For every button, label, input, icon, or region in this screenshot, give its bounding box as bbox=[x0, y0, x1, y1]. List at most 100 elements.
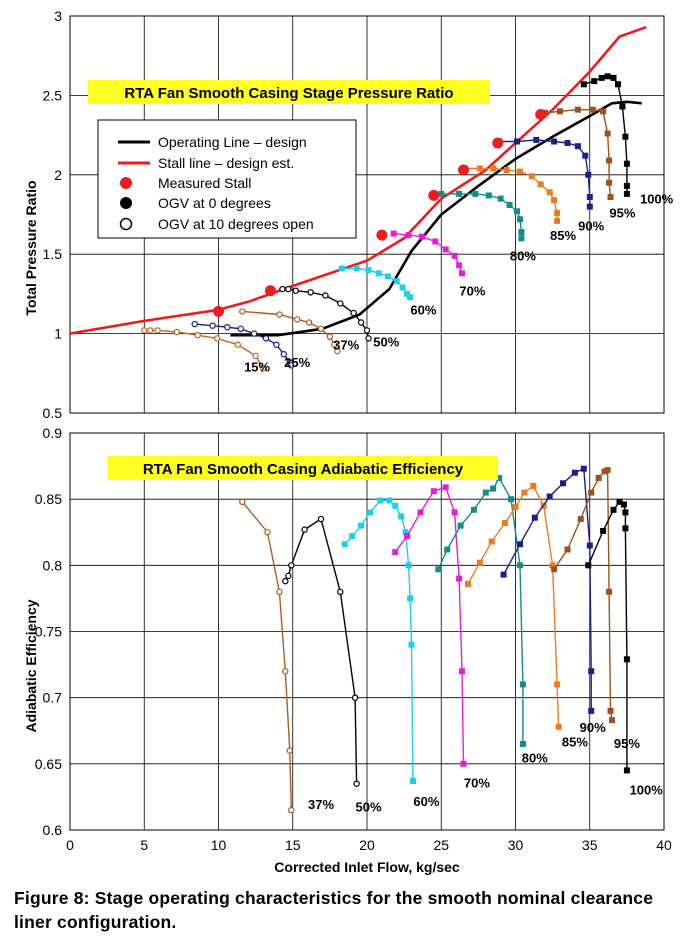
efficiency-series-95pct-point bbox=[609, 717, 615, 724]
efficiency-series-70pct-point bbox=[451, 509, 458, 516]
pressure-series-15pct-point bbox=[194, 332, 201, 339]
efficiency-y-tick-label: 0.6 bbox=[43, 822, 63, 838]
efficiency-series-95pct-point bbox=[551, 566, 558, 573]
pressure-series-80pct-point bbox=[514, 208, 520, 215]
efficiency-y-axis-title: Adiabatic Efficiency bbox=[23, 599, 39, 732]
measured-stall-point bbox=[213, 305, 224, 317]
pressure-series-37pct-point bbox=[305, 319, 313, 326]
pressure-series-80pct-point bbox=[485, 192, 492, 199]
pressure-speed-label-90pct: 90% bbox=[578, 218, 604, 233]
pressure-series-95pct-point bbox=[600, 108, 607, 115]
efficiency-series-95pct-point bbox=[606, 588, 613, 595]
efficiency-chart-title-box bbox=[108, 456, 498, 480]
figure-caption: Figure 8: Stage operating characteristic… bbox=[14, 888, 654, 932]
measured-stall-point bbox=[428, 189, 440, 201]
efficiency-y-tick-label: 0.85 bbox=[35, 491, 62, 507]
pressure-speed-label-60pct: 60% bbox=[410, 303, 436, 318]
pressure-series-50pct-point bbox=[363, 327, 371, 334]
pressure-series-50pct-point bbox=[285, 285, 292, 293]
pressure-series-95pct-point bbox=[589, 106, 596, 113]
pressure-series-60pct-point bbox=[407, 294, 414, 301]
pressure-series-37pct-point bbox=[276, 311, 283, 318]
efficiency-series-90pct-point bbox=[517, 541, 523, 548]
pressure-speed-label-37pct: 37% bbox=[333, 338, 359, 353]
pressure-series-90pct-point bbox=[582, 152, 589, 159]
legend-box bbox=[97, 119, 357, 239]
pressure-series-25pct-point bbox=[280, 351, 287, 358]
pressure-series-15pct-point bbox=[173, 328, 181, 336]
pressure-series-85pct-point bbox=[476, 165, 483, 172]
pressure-speed-label-15pct: 15% bbox=[244, 360, 270, 375]
legend-swatch-ogv-0 bbox=[120, 197, 132, 209]
pressure-series-100pct-point bbox=[622, 133, 629, 140]
efficiency-series-85pct-point bbox=[554, 681, 561, 688]
efficiency-x-ticks: 0 5 10 15 20 25 30 35 40 bbox=[66, 837, 672, 853]
measured-stall-point bbox=[492, 137, 504, 149]
legend-label-stall-line: Stall line – design est. bbox=[158, 155, 294, 171]
pressure-series-70pct-point bbox=[390, 230, 397, 237]
efficiency-x-tick-label: 0 bbox=[66, 837, 74, 853]
efficiency-series-50pct-point bbox=[351, 694, 359, 701]
pressure-ratio-chart: 0.5 1 1.5 2 2.5 3 15% 25% 37% 50% 60% 70% 80% 85%90%… bbox=[23, 8, 674, 421]
pressure-series-95pct-point bbox=[557, 108, 563, 115]
efficiency-series-37pct-point bbox=[286, 747, 293, 754]
efficiency-series-70pct-point bbox=[460, 760, 467, 767]
efficiency-series-37pct bbox=[239, 498, 295, 814]
efficiency-y-tick-label: 0.8 bbox=[43, 557, 63, 573]
pressure-series-60pct-point bbox=[338, 265, 345, 272]
efficiency-x-tick-label: 20 bbox=[359, 837, 375, 853]
efficiency-series-100pct-point bbox=[616, 498, 623, 505]
efficiency-series-70pct bbox=[392, 484, 467, 767]
efficiency-speed-label-60pct: 60% bbox=[413, 794, 439, 809]
efficiency-series-60pct bbox=[341, 497, 416, 784]
pressure-series-90pct-line bbox=[499, 139, 591, 207]
efficiency-series-60pct-point bbox=[398, 513, 405, 520]
pressure-series-90pct-point bbox=[585, 171, 592, 178]
efficiency-series-95pct bbox=[551, 467, 615, 724]
measured-stall-point bbox=[458, 164, 469, 176]
pressure-y-axis-title: Total Pressure Ratio bbox=[23, 180, 39, 315]
pressure-series-70pct-point bbox=[418, 233, 425, 240]
efficiency-series-37pct-point bbox=[276, 588, 283, 596]
pressure-series-100pct-point bbox=[604, 73, 611, 80]
pressure-speed-label-70pct: 70% bbox=[459, 284, 485, 299]
pressure-series-15pct-point bbox=[154, 327, 161, 334]
efficiency-y-tick-label: 0.9 bbox=[43, 425, 63, 441]
efficiency-series-37pct-point bbox=[239, 498, 246, 505]
efficiency-x-tick-label: 15 bbox=[285, 837, 301, 853]
efficiency-series-60pct-point bbox=[410, 778, 416, 784]
pressure-lines bbox=[70, 25, 647, 337]
efficiency-series-60pct-point bbox=[377, 497, 384, 504]
pressure-series-50pct bbox=[279, 285, 372, 342]
efficiency-series-85pct-point bbox=[476, 559, 483, 566]
pressure-series-100pct bbox=[580, 73, 630, 197]
pressure-series-37pct-point bbox=[334, 347, 341, 355]
pressure-series-25pct-line bbox=[194, 323, 292, 366]
pressure-series-95pct-point bbox=[606, 157, 613, 164]
pressure-series-85pct bbox=[462, 165, 561, 224]
operating-line bbox=[230, 100, 642, 337]
efficiency-series-90pct-point bbox=[546, 493, 553, 500]
efficiency-series-37pct-point bbox=[282, 668, 289, 675]
pressure-series-25pct-point bbox=[288, 362, 295, 369]
efficiency-series-70pct-point bbox=[430, 488, 437, 495]
pressure-chart-title-box bbox=[88, 80, 490, 104]
pressure-series-70pct-point bbox=[456, 262, 463, 269]
efficiency-series-90pct-point bbox=[588, 668, 595, 675]
efficiency-series-60pct-point bbox=[402, 529, 409, 536]
efficiency-series-100pct-point bbox=[622, 509, 629, 516]
pressure-series-100pct-point bbox=[580, 81, 587, 88]
pressure-series-25pct-point bbox=[209, 322, 216, 329]
pressure-series-85pct-point bbox=[490, 165, 497, 172]
pressure-series-80pct-point bbox=[517, 216, 523, 223]
efficiency-series-60pct-point bbox=[407, 595, 414, 602]
legend-swatch-measured-stall bbox=[120, 177, 132, 189]
legend-label-measured-stall: Measured Stall bbox=[158, 175, 251, 191]
efficiency-series-95pct-point bbox=[588, 489, 595, 496]
efficiency-series-100pct-point bbox=[600, 527, 607, 534]
pressure-speed-label-85pct: 85% bbox=[550, 228, 576, 243]
efficiency-gridlines bbox=[70, 432, 664, 831]
measured-stall-point bbox=[265, 285, 276, 297]
pressure-series-100pct-point bbox=[623, 160, 630, 167]
efficiency-speed-label-90pct: 90% bbox=[580, 720, 606, 735]
